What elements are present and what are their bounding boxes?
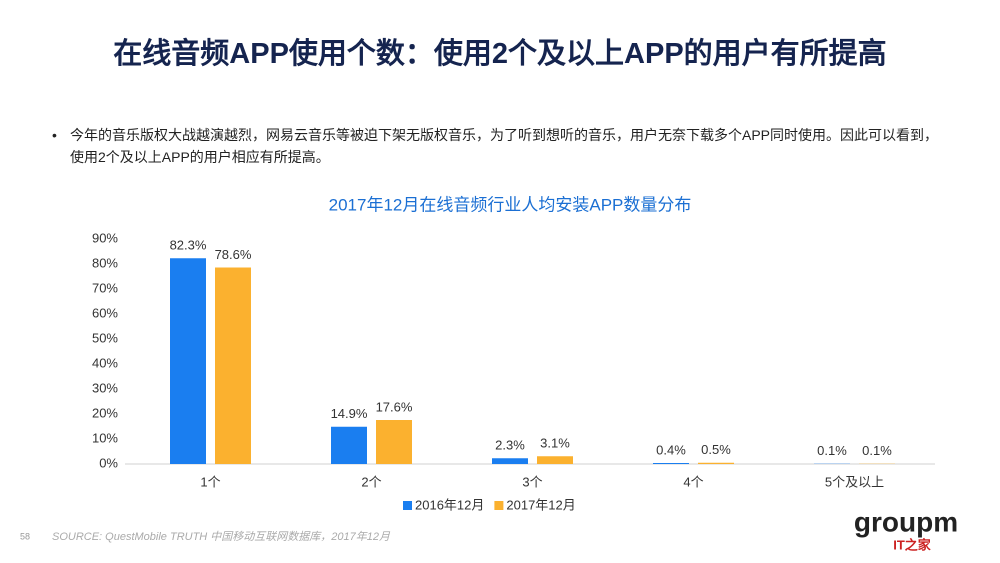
value-label: 0.1% xyxy=(817,443,847,458)
slide-title: 在线音频APP使用个数：使用2个及以上APP的用户有所提高 xyxy=(113,38,887,70)
value-label: 0.4% xyxy=(656,442,686,457)
y-tick-label: 60% xyxy=(92,305,118,320)
bar xyxy=(376,420,412,464)
bar xyxy=(653,463,689,464)
bar xyxy=(537,456,573,464)
legend-label: 2016年12月 xyxy=(415,497,484,512)
y-tick-label: 80% xyxy=(92,255,118,270)
x-tick-label: 5个及以上 xyxy=(825,474,884,489)
y-tick-label: 20% xyxy=(92,405,118,420)
logo: groupm xyxy=(854,506,958,537)
value-label: 14.9% xyxy=(331,406,368,421)
bar xyxy=(331,426,367,464)
chart-title: 2017年12月在线音频行业人均安装APP数量分布 xyxy=(329,195,692,214)
y-tick-label: 70% xyxy=(92,280,118,295)
value-label: 78.6% xyxy=(215,247,252,262)
value-label: 0.1% xyxy=(862,443,892,458)
bullet: • 今年的音乐版权大战越演越烈，网易云音乐等被迫下架无版权音乐，为了听到想听的音乐… xyxy=(52,124,942,168)
y-tick-label: 40% xyxy=(92,355,118,370)
bar xyxy=(698,462,734,464)
x-tick-label: 3个 xyxy=(522,474,542,489)
logo-sub: IT之家 xyxy=(893,537,932,552)
value-label: 82.3% xyxy=(170,238,207,253)
source: SOURCE: QuestMobile TRUTH 中国移动互联网数据库，201… xyxy=(52,530,391,543)
x-tick-label: 4个 xyxy=(683,474,703,489)
bar xyxy=(492,458,528,464)
page-number: 58 xyxy=(20,531,30,541)
x-tick-label: 1个 xyxy=(200,474,220,489)
x-tick-label: 2个 xyxy=(361,474,381,489)
y-tick-label: 10% xyxy=(92,430,118,445)
value-label: 2.3% xyxy=(495,438,525,453)
legend-swatch xyxy=(403,501,412,510)
y-tick-label: 0% xyxy=(99,455,118,470)
bullet-text: 今年的音乐版权大战越演越烈，网易云音乐等被迫下架无版权音乐，为了听到想听的音乐，… xyxy=(70,127,939,165)
y-tick-label: 90% xyxy=(92,230,118,245)
bar xyxy=(215,267,251,464)
value-label: 3.1% xyxy=(540,436,570,451)
value-label: 17.6% xyxy=(376,399,413,414)
value-label: 0.5% xyxy=(701,442,731,457)
legend-label: 2017年12月 xyxy=(506,497,575,512)
legend-swatch xyxy=(494,501,504,510)
y-tick-label: 50% xyxy=(92,330,118,345)
y-tick-label: 30% xyxy=(92,380,118,395)
bar xyxy=(170,258,206,464)
